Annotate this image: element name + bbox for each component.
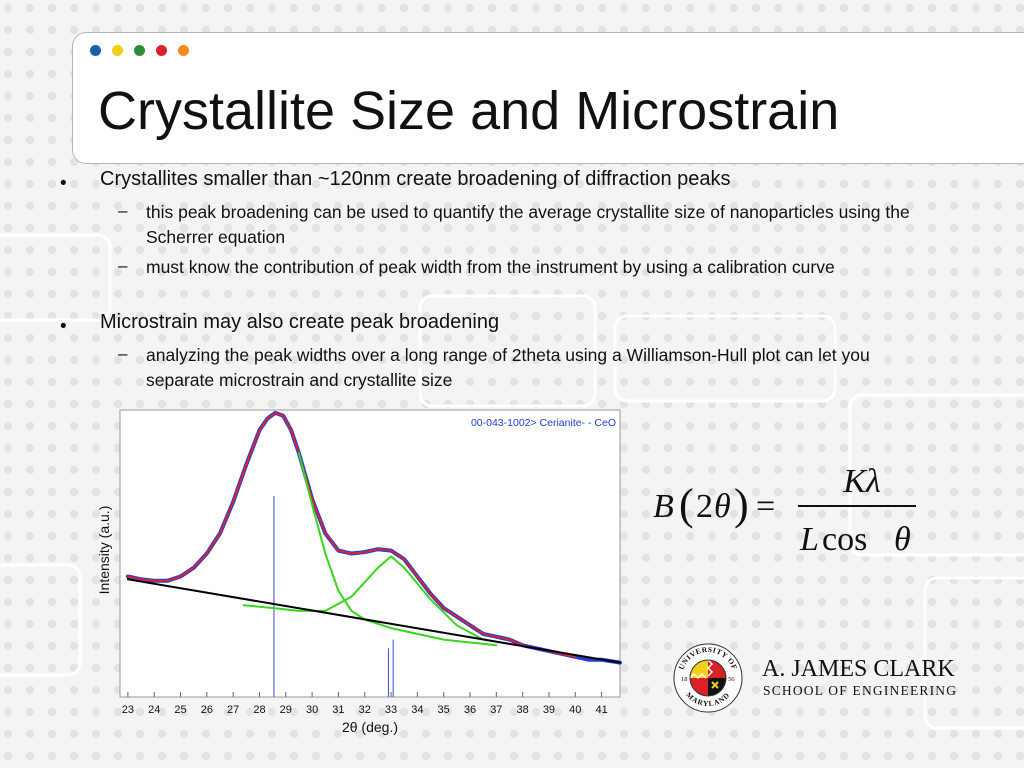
bullet-marker: •	[60, 316, 67, 337]
accent-dot	[90, 45, 101, 56]
series-baseline	[126, 578, 621, 664]
formula-fraction-bar	[798, 505, 916, 507]
bullet-1-sub-2: must know the contribution of peak width…	[146, 257, 835, 277]
formula-close-paren: )	[734, 480, 749, 529]
x-tick-label: 32	[359, 704, 371, 716]
sub-bullet-marker: –	[118, 256, 128, 275]
x-tick-label: 41	[595, 704, 607, 716]
formula-arg-symbol: θ	[714, 488, 731, 525]
bullet-2-sub-1: analyzing the peak widths over a long ra…	[146, 345, 870, 391]
formula-arg-coefficient: 2	[696, 488, 713, 525]
accent-dots	[90, 43, 200, 56]
x-tick-label: 26	[201, 704, 213, 716]
x-axis-label: 2θ (deg.)	[342, 719, 398, 735]
series-fit	[126, 411, 577, 658]
chart-plot-area	[119, 409, 621, 698]
formula-equals: =	[756, 488, 775, 525]
x-tick-label: 31	[332, 704, 344, 716]
x-tick-label: 29	[280, 704, 292, 716]
x-tick-label: 28	[253, 704, 265, 716]
bullet-1-sub-1: this peak broadening can be used to quan…	[146, 202, 910, 248]
formula-lhs-symbol: B	[653, 488, 674, 525]
seal-year-left: 18	[681, 676, 688, 683]
accent-dot	[178, 45, 189, 56]
x-tick-label: 37	[490, 704, 502, 716]
x-tick-label: 35	[438, 704, 450, 716]
seal-year-right: 56	[728, 676, 735, 683]
chart-legend: 00-043-1002> Cerianite- - CeO	[471, 417, 616, 429]
umd-seal-icon: UNIVERSITY OF MARYLAND 18 56	[673, 643, 743, 713]
formula-denominator-symbol: L	[799, 521, 819, 558]
series-component-peak-2	[242, 555, 485, 641]
school-name: A. JAMES CLARK	[762, 656, 955, 682]
accent-dot	[112, 45, 123, 56]
clark-school-logo: UNIVERSITY OF MARYLAND 18 56 A. JAMES CL…	[672, 642, 972, 714]
x-tick-label: 25	[174, 704, 186, 716]
xrd-chart: 00-043-1002> Cerianite- - CeO Intensity …	[96, 409, 622, 735]
slide-title: Crystallite Size and Microstrain	[98, 81, 840, 141]
bullet-marker: •	[60, 173, 67, 194]
y-axis-label: Intensity (a.u.)	[96, 506, 112, 595]
x-tick-label: 24	[148, 704, 160, 716]
formula-numerator: Kλ	[842, 463, 880, 500]
title-container	[72, 32, 1024, 164]
x-tick-label: 36	[464, 704, 476, 716]
scherrer-equation: B ( 2 θ ) = Kλ L cos θ	[648, 452, 938, 572]
sub-bullet-marker: –	[118, 344, 128, 363]
x-tick-label: 23	[122, 704, 134, 716]
formula-denominator-arg: θ	[894, 521, 911, 558]
x-tick-label: 34	[411, 704, 423, 716]
x-tick-label: 27	[227, 704, 239, 716]
formula-denominator-function: cos	[822, 521, 867, 558]
bullet-2-text: Microstrain may also create peak broaden…	[100, 311, 500, 333]
school-subtitle: SCHOOL OF ENGINEERING	[763, 683, 957, 698]
x-tick-label: 40	[569, 704, 581, 716]
accent-dot	[156, 45, 167, 56]
x-tick-label: 38	[517, 704, 529, 716]
x-tick-label: 30	[306, 704, 318, 716]
sub-bullet-marker: –	[118, 201, 128, 220]
x-tick-label: 33	[385, 704, 397, 716]
formula-open-paren: (	[679, 480, 694, 529]
x-tick-label: 39	[543, 704, 555, 716]
accent-dot	[134, 45, 145, 56]
bullet-1-text: Crystallites smaller than ~120nm create …	[100, 168, 731, 190]
